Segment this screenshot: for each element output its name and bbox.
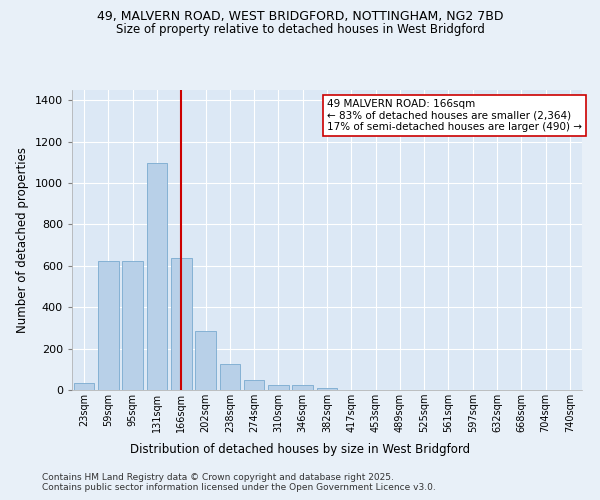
Bar (74, 383, 94, 390)
Bar (292, 385, 313, 390)
Bar (268, 385, 289, 390)
Bar (122, 260, 143, 390)
Bar (317, 388, 337, 390)
Text: Size of property relative to detached houses in West Bridgford: Size of property relative to detached ho… (116, 22, 484, 36)
Bar (146, 164, 167, 390)
Bar (171, 258, 191, 390)
Bar (244, 380, 265, 390)
Bar (195, 331, 216, 390)
Y-axis label: Number of detached properties: Number of detached properties (16, 147, 29, 333)
Text: Distribution of detached houses by size in West Bridgford: Distribution of detached houses by size … (130, 442, 470, 456)
Text: Contains HM Land Registry data © Crown copyright and database right 2025.: Contains HM Land Registry data © Crown c… (42, 472, 394, 482)
Bar (220, 364, 240, 390)
Bar (98, 260, 119, 390)
Text: Contains public sector information licensed under the Open Government Licence v3: Contains public sector information licen… (42, 482, 436, 492)
Text: 49 MALVERN ROAD: 166sqm
← 83% of detached houses are smaller (2,364)
17% of semi: 49 MALVERN ROAD: 166sqm ← 83% of detache… (327, 99, 582, 132)
Text: 49, MALVERN ROAD, WEST BRIDGFORD, NOTTINGHAM, NG2 7BD: 49, MALVERN ROAD, WEST BRIDGFORD, NOTTIN… (97, 10, 503, 23)
